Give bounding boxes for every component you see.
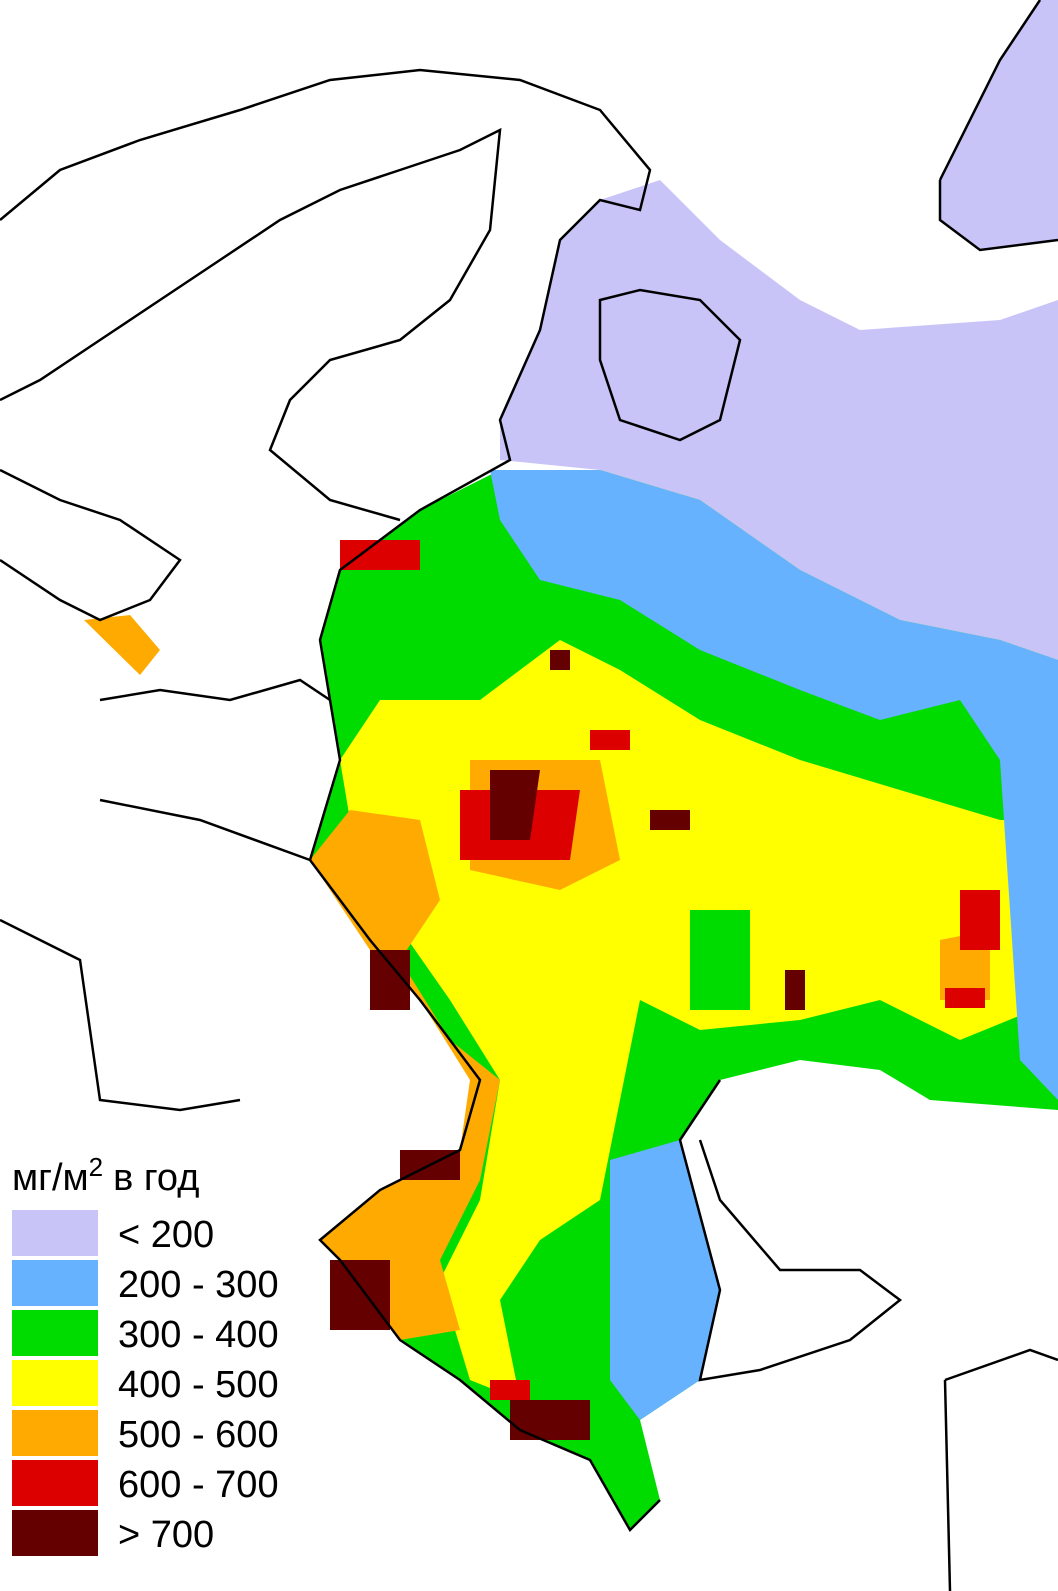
- legend-label: < 200: [118, 1214, 214, 1256]
- coastline: [0, 68, 661, 1533]
- zone: [940, 0, 1058, 250]
- legend-swatch: [12, 1360, 98, 1406]
- zone: [690, 910, 750, 1010]
- border: [943, 1348, 1058, 1591]
- zone: [610, 1140, 720, 1420]
- zone: [785, 970, 805, 1010]
- legend-unit-power: 2: [89, 1152, 103, 1182]
- zone: [510, 1400, 590, 1440]
- legend-label: 200 - 300: [118, 1264, 279, 1306]
- border: [0, 678, 331, 1112]
- zone: [960, 890, 1000, 950]
- legend-label: 500 - 600: [118, 1414, 279, 1456]
- legend-unit: мг/м: [12, 1157, 89, 1199]
- zone: [590, 730, 630, 750]
- coastline: [0, 468, 182, 622]
- legend-swatch: [12, 1460, 98, 1506]
- legend-title: мг/м2 в год: [12, 1152, 199, 1199]
- zone: [84, 615, 160, 675]
- legend-label: 300 - 400: [118, 1314, 279, 1356]
- coastline: [678, 1079, 903, 1382]
- coastline: [0, 127, 502, 522]
- zone: [340, 560, 540, 700]
- legend-swatch: [12, 1310, 98, 1356]
- zone: [550, 650, 570, 670]
- zone: [330, 1260, 390, 1330]
- coastline: [598, 288, 742, 442]
- zone: [650, 810, 690, 830]
- zone: [945, 988, 985, 1008]
- zone: [340, 540, 420, 570]
- legend-swatch: [12, 1210, 98, 1256]
- legend-swatch: [12, 1410, 98, 1456]
- legend-label: > 700: [118, 1514, 214, 1556]
- legend-unit-suffix: в год: [113, 1157, 199, 1199]
- zone: [490, 470, 1058, 1100]
- zone: [500, 180, 1058, 660]
- zone: [490, 1380, 530, 1400]
- legend-swatch: [12, 1260, 98, 1306]
- coastline: [938, 0, 1058, 252]
- legend-label: 400 - 500: [118, 1364, 279, 1406]
- zone: [490, 770, 540, 840]
- deposition-zones: [84, 0, 1058, 1530]
- legend-label: 600 - 700: [118, 1464, 279, 1506]
- zone: [310, 810, 500, 1340]
- legend: мг/м2 в год < 200 200 - 300 300 - 400 400 - …: [12, 1152, 279, 1556]
- legend-swatch: [12, 1510, 98, 1556]
